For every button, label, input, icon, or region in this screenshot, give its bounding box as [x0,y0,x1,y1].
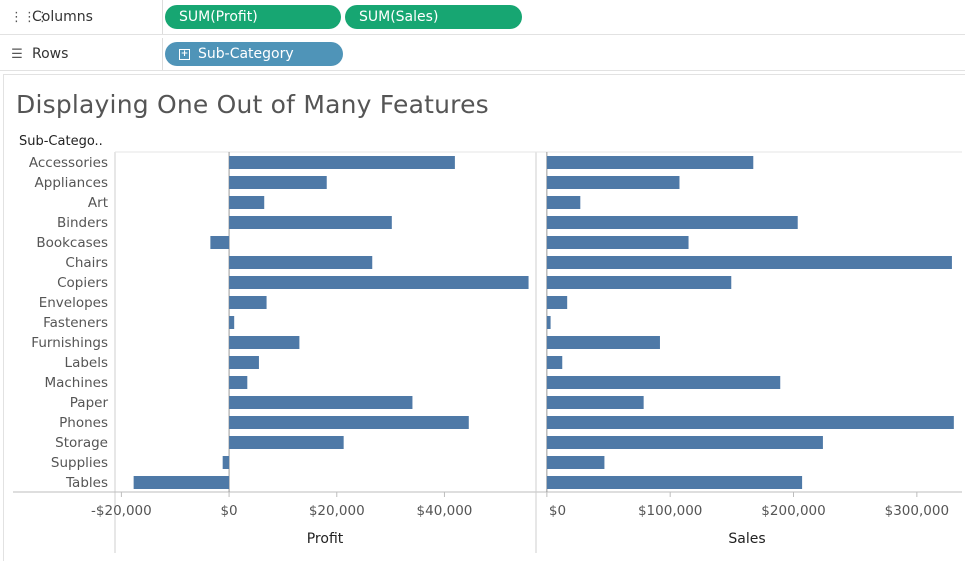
bar [546,176,680,189]
columns-shelf-label: ⋮⋮⋮ Columns [0,0,163,34]
category-label: Tables [65,475,108,491]
pill-sum-profit-label: SUM(Profit) [179,9,258,25]
category-label: Copiers [57,275,108,291]
bar [546,456,605,469]
bar [229,376,248,389]
category-label: Accessories [29,155,108,171]
category-label: Machines [44,375,108,391]
bar [546,216,798,229]
tick-label: $300,000 [885,503,949,519]
columns-shelf: ⋮⋮⋮ Columns SUM(Profit) SUM(Sales) [0,0,965,35]
pill-sum-sales-label: SUM(Sales) [359,9,439,25]
bar [229,436,344,449]
bar [229,416,469,429]
bar [546,156,754,169]
bar [546,356,563,369]
bar [133,476,230,489]
axis-title: Sales [728,531,765,547]
rows-shelf: ☰ Rows + Sub-Category [0,38,965,71]
bar [546,296,568,309]
tick-label: $40,000 [417,503,473,519]
row-header-sub-category[interactable]: Sub-Catego.. [19,134,103,149]
bar [229,176,327,189]
category-label: Furnishings [31,335,108,351]
tick-label: -$20,000 [91,503,152,519]
axis-title: Profit [307,531,344,547]
category-label: Art [88,195,108,211]
bar [546,276,732,289]
bar [229,336,300,349]
tick-label: $100,000 [638,503,702,519]
pill-sum-sales[interactable]: SUM(Sales) [345,5,522,29]
tick-label: $0 [220,503,237,519]
tick-label: $20,000 [309,503,365,519]
bar [229,156,455,169]
category-label: Fasteners [43,315,108,331]
expand-plus-icon[interactable]: + [179,48,190,60]
category-label: Bookcases [36,235,108,251]
rows-shelf-label: ☰ Rows [0,38,163,70]
pill-sub-category-label: Sub-Category [198,46,294,62]
bar [546,476,803,489]
bar [546,236,689,249]
category-label: Labels [65,355,108,371]
rows-label: Rows [32,46,69,62]
bar [229,276,529,289]
columns-label: Columns [32,9,93,25]
category-label: Appliances [35,175,108,191]
tick-label: $200,000 [761,503,825,519]
page-title: Displaying One Out of Many Features [16,90,489,119]
tick-label: $0 [549,503,566,519]
pill-sub-category[interactable]: + Sub-Category [165,42,343,66]
bar [546,336,660,349]
category-label: Storage [55,435,108,451]
category-label: Chairs [65,255,108,271]
bar [229,216,392,229]
bar [546,416,954,429]
bar [546,196,581,209]
bar [229,196,265,209]
bar [222,456,230,469]
rows-icon: ☰ [11,46,23,62]
bar [229,296,267,309]
bar [546,256,952,269]
category-label: Binders [57,215,108,231]
category-label: Envelopes [39,295,108,311]
bar [229,256,373,269]
category-label: Supplies [51,455,108,471]
bar [229,396,413,409]
bar [546,436,823,449]
bar [546,396,644,409]
bar [546,376,781,389]
bar [546,316,551,329]
category-label: Phones [59,415,108,431]
view-frame [3,74,965,561]
category-label: Paper [70,395,109,411]
bar [229,316,235,329]
pill-sum-profit[interactable]: SUM(Profit) [165,5,341,29]
bar [229,356,259,369]
bar [210,236,230,249]
